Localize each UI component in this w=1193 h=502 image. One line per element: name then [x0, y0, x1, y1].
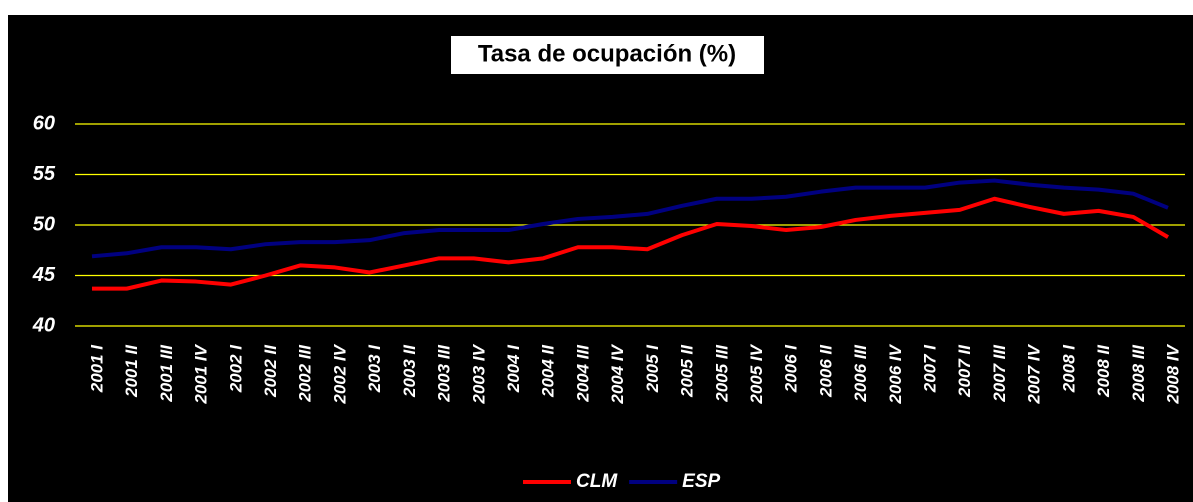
x-tick-label: 2008 III [1129, 344, 1148, 403]
x-tick-label: 2001 III [157, 344, 176, 403]
x-tick-label: 2008 I [1059, 344, 1078, 394]
x-tick-label: 2002 IV [330, 343, 349, 404]
x-tick-label: 2005 I [643, 344, 662, 394]
x-tick-label: 2004 I [504, 344, 523, 394]
title-box [451, 36, 764, 74]
x-tick-label: 2003 I [365, 344, 384, 394]
y-tick-label: 45 [32, 264, 56, 286]
x-tick-label: 2007 I [921, 344, 940, 394]
x-tick-label: 2005 IV [747, 343, 766, 404]
x-tick-label: 2006 IV [886, 343, 905, 404]
y-tick-label: 40 [32, 314, 55, 336]
x-tick-label: 2008 II [1094, 344, 1113, 398]
x-tick-label: 2002 I [226, 344, 245, 394]
x-tick-label: 2004 IV [608, 343, 627, 404]
x-tick-label: 2008 IV [1163, 343, 1182, 404]
legend-label: ESP [682, 471, 720, 492]
x-tick-label: 2001 II [122, 344, 141, 398]
y-tick-label: 55 [33, 163, 56, 185]
x-tick-label: 2001 IV [192, 343, 211, 404]
legend-label: CLM [576, 471, 618, 492]
x-tick-label: 2007 II [955, 344, 974, 398]
line-series [92, 196, 1170, 291]
x-tick-label: 2005 II [678, 344, 697, 398]
x-tick-label: 2002 II [261, 344, 280, 398]
x-tick-label: 2007 III [990, 344, 1009, 403]
line-series [91, 178, 1169, 259]
x-tick-label: 2003 II [400, 344, 419, 398]
x-tick-label: 2002 III [296, 344, 315, 403]
x-tick-label: 2003 III [435, 344, 454, 403]
x-tick-label: 2005 III [712, 344, 731, 403]
x-tick-label: 2003 IV [469, 343, 488, 404]
x-tick-label: 2007 IV [1025, 343, 1044, 404]
x-tick-label: 2004 II [539, 344, 558, 398]
background [8, 15, 1193, 502]
x-tick-label: 2006 II [816, 344, 835, 398]
x-tick-label: 2004 III [573, 344, 592, 403]
x-tick-label: 2006 III [851, 344, 870, 403]
y-tick-label: 60 [33, 112, 55, 134]
y-tick-label: 50 [33, 213, 55, 235]
x-tick-label: 2006 I [782, 344, 801, 394]
x-tick-label: 2001 I [87, 344, 106, 394]
chart-title: Tasa de ocupación (%) [478, 40, 736, 67]
